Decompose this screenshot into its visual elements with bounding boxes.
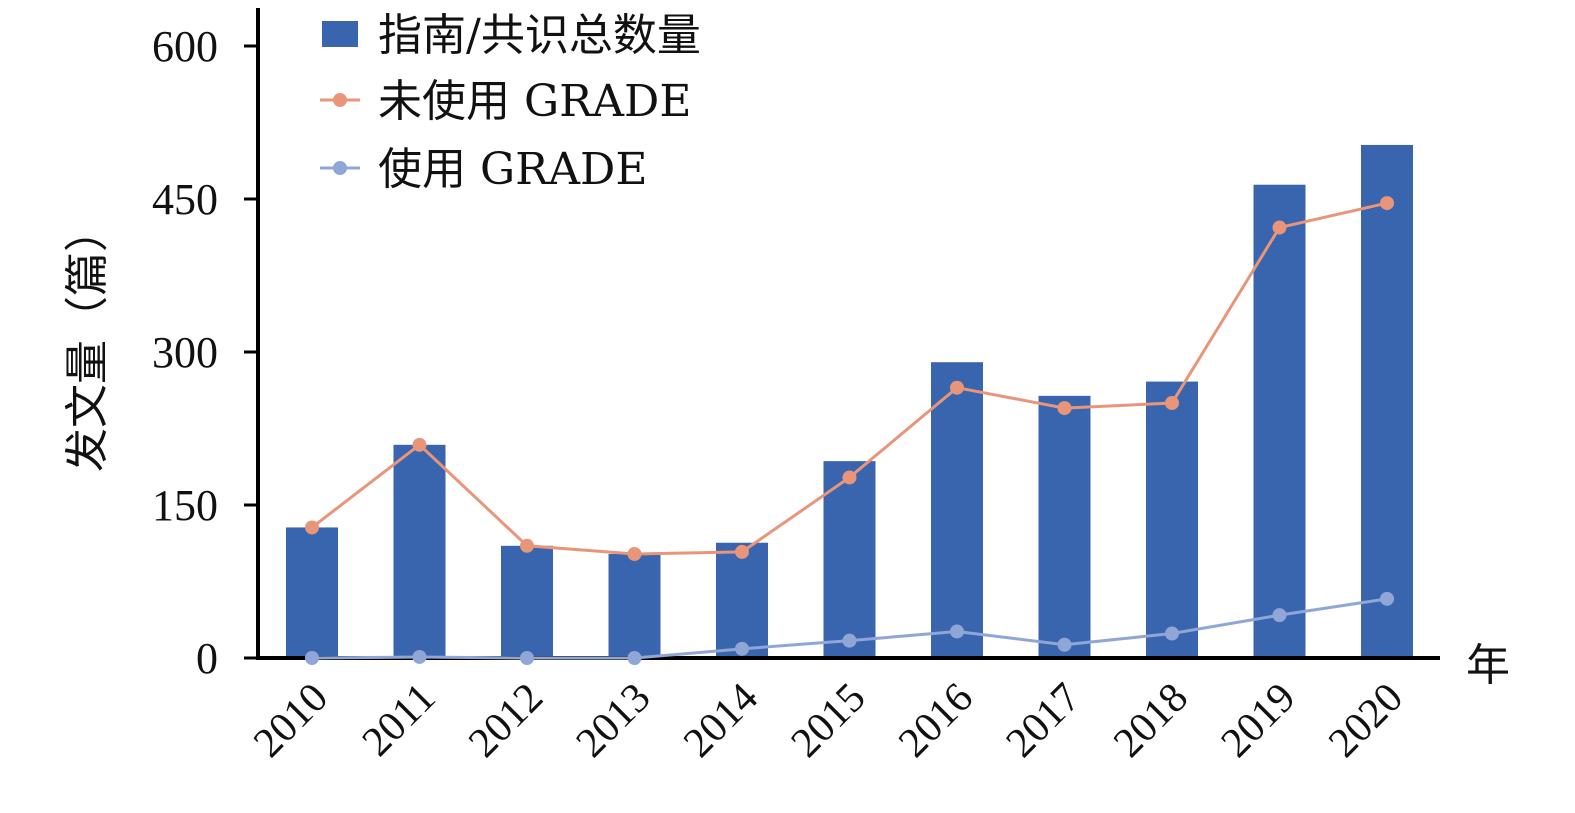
bar-2012 xyxy=(501,545,553,658)
point-1-2016 xyxy=(950,624,964,639)
point-0-2015 xyxy=(842,470,857,485)
bar-2013 xyxy=(608,553,661,658)
point-0-2013 xyxy=(627,546,642,561)
bar-2011 xyxy=(393,444,446,658)
x-tick-label: 2016 xyxy=(890,675,982,767)
legend-label: 使用 GRADE xyxy=(378,144,647,195)
point-0-2018 xyxy=(1165,396,1179,410)
point-1-2018 xyxy=(1165,626,1179,641)
point-0-2016 xyxy=(950,380,964,395)
point-1-2015 xyxy=(842,633,857,648)
bar-2017 xyxy=(1038,395,1091,658)
y-tick-label: 450 xyxy=(152,175,218,224)
x-tick-label: 2017 xyxy=(998,675,1090,767)
bar-2010 xyxy=(286,527,338,658)
point-0-2019 xyxy=(1272,220,1287,235)
x-tick-label: 2018 xyxy=(1105,675,1197,767)
point-0-2012 xyxy=(520,538,534,553)
x-tick-label: 2015 xyxy=(783,675,875,767)
y-tick-label: 300 xyxy=(152,328,218,377)
x-tick-label: 2020 xyxy=(1320,675,1412,767)
x-tick-label: 2010 xyxy=(245,675,337,767)
bar-2014 xyxy=(716,542,768,658)
point-0-2014 xyxy=(735,544,749,559)
x-tick-label: 2014 xyxy=(675,675,767,767)
bar-2015 xyxy=(823,461,876,658)
legend-swatch-marker xyxy=(333,161,347,175)
bar-2018 xyxy=(1146,381,1198,658)
y-tick-label: 600 xyxy=(152,22,218,71)
point-1-2019 xyxy=(1272,608,1287,623)
legend-swatch-bar xyxy=(322,21,358,47)
bar-2019 xyxy=(1253,184,1306,658)
bar-2020 xyxy=(1361,144,1413,658)
x-axis-title: 年 xyxy=(1466,640,1510,691)
x-tick-label: 2013 xyxy=(568,675,660,767)
point-1-2012 xyxy=(520,651,534,665)
legend-label: 未使用 GRADE xyxy=(378,76,691,127)
y-tick-label: 150 xyxy=(152,481,218,530)
x-tick-label: 2012 xyxy=(460,675,552,767)
legend-swatch-marker xyxy=(333,93,347,107)
y-tick-label: 0 xyxy=(196,634,218,683)
point-0-2010 xyxy=(305,520,319,535)
legend-label: 指南/共识总数量 xyxy=(378,10,701,61)
point-1-2017 xyxy=(1057,637,1072,652)
point-0-2011 xyxy=(412,437,427,452)
bar-2016 xyxy=(931,362,983,658)
point-1-2020 xyxy=(1380,591,1394,606)
y-axis-title: 发文量（篇） xyxy=(62,208,113,472)
point-1-2014 xyxy=(735,641,749,656)
point-1-2013 xyxy=(627,651,642,665)
point-0-2017 xyxy=(1057,401,1072,416)
point-1-2010 xyxy=(305,651,319,665)
x-tick-label: 2019 xyxy=(1213,675,1305,767)
point-1-2011 xyxy=(412,649,427,664)
point-0-2020 xyxy=(1380,196,1394,211)
x-tick-label: 2011 xyxy=(354,675,445,766)
